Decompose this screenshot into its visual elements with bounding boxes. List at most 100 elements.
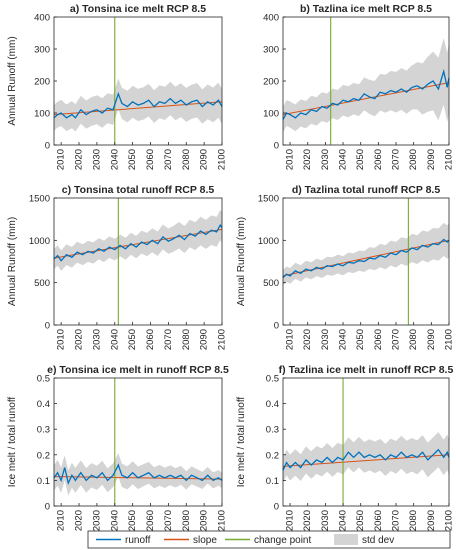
chart-4-title: d) Tazlina total runoff RCP 8.5 (292, 184, 441, 196)
chart-1-xtick-label: 2020 (74, 149, 85, 170)
chart-5-xtick-label: 2060 (145, 510, 156, 531)
legend-std-dev-label: std dev (362, 535, 394, 546)
chart-5-xtick-label: 2040 (109, 510, 120, 531)
chart-2-ytick-label: 100 (263, 109, 279, 120)
chart-3-xtick-label: 2100 (217, 329, 228, 350)
chart-2-ytick-label: 0 (274, 141, 279, 152)
chart-5-title: e) Tonsina ice melt in runoff RCP 8.5 (47, 364, 229, 376)
chart-5-xtick-label: 2070 (163, 510, 174, 531)
chart-3-xtick-label: 2040 (109, 329, 120, 350)
chart-1-xtick-label: 2030 (91, 149, 102, 170)
chart-3-ytick-label: 1500 (29, 194, 50, 205)
chart-5-xtick-label: 2100 (217, 510, 228, 531)
chart-6-xtick-label: 2010 (285, 510, 296, 531)
chart-6-xtick-label: 2030 (320, 510, 331, 531)
chart-4-ytick-label: 0 (274, 321, 279, 332)
chart-6-std-dev-band (283, 432, 449, 483)
chart-2-xtick-label: 2040 (338, 149, 349, 170)
chart-5-xtick-label: 2090 (199, 510, 210, 531)
legend-box (87, 530, 451, 549)
chart-2-xtick-label: 2100 (444, 149, 455, 170)
chart-1-title: a) Tonsina ice melt RCP 8.5 (70, 3, 206, 15)
chart-1-xtick-label: 2070 (163, 149, 174, 170)
legend-change-point-label: change point (254, 535, 311, 546)
chart-1-xtick-label: 2090 (199, 149, 210, 170)
chart-4-xtick-label: 2030 (320, 329, 331, 350)
chart-4-xtick-label: 2010 (285, 329, 296, 350)
chart-3-xtick-label: 2050 (127, 329, 138, 350)
chart-6-xtick-label: 2040 (338, 510, 349, 531)
chart-6-ytick-label: 0 (274, 502, 279, 513)
chart-2-ytick-label: 300 (263, 45, 279, 56)
chart-2: 0 100 200 300 400 2010 2020 2030 2040 2050 2060 207… (263, 3, 454, 170)
chart-6-axes-frame (282, 377, 450, 507)
chart-6-ytick-label: 0.4 (266, 399, 279, 410)
legend-slope-label: slope (193, 535, 217, 546)
chart-6: 0 0.1 0.2 0.3 0.4 0.5 2010 2020 2030 2040 2050 2060… (236, 364, 455, 531)
chart-3-ytick-label: 500 (34, 278, 50, 289)
chart-6-ylabel: Ice melt / total runoff (236, 397, 247, 488)
chart-3-xtick-label: 2010 (56, 329, 67, 350)
chart-6-ytick-label: 0.5 (266, 374, 279, 385)
chart-3: 0 500 1000 1500 2010 2020 2030 2040 2050 2060 2070… (7, 184, 228, 350)
chart-6-xtick-label: 2090 (426, 510, 437, 531)
chart-4-ytick-label: 1500 (258, 194, 279, 205)
chart-4-xtick-label: 2050 (355, 329, 366, 350)
chart-2-xtick-label: 2030 (320, 149, 331, 170)
chart-3-slope-line (53, 228, 223, 259)
chart-6-title: f) Tazlina ice melt in runoff RCP 8.5 (279, 364, 454, 376)
chart-1-runoff-line (53, 91, 223, 119)
chart-4-ylabel: Annual Runoff (mm) (236, 217, 247, 306)
chart-3-xtick-label: 2030 (91, 329, 102, 350)
chart-6-ytick-label: 0.1 (266, 476, 279, 487)
chart-1: 0 100 200 300 400 2010 2020 2030 2040 2050 2060 207… (7, 3, 228, 170)
chart-2-xtick-label: 2070 (391, 149, 402, 170)
chart-4: 0 500 1000 1500 2010 2020 2030 2040 2050 2060 2070… (236, 184, 455, 350)
chart-2-title: b) Tazlina ice melt RCP 8.5 (300, 3, 432, 15)
chart-4-xtick-label: 2080 (408, 329, 419, 350)
chart-2-xtick-label: 2050 (355, 149, 366, 170)
chart-5-ytick-label: 0 (45, 502, 50, 513)
chart-5-ytick-label: 0.1 (37, 476, 50, 487)
chart-6-runoff-line (282, 448, 450, 471)
chart-5-xtick-label: 2010 (56, 510, 67, 531)
chart-4-axes-frame (282, 197, 450, 326)
chart-6-ytick-label: 0.3 (266, 425, 279, 436)
chart-2-xtick-label: 2020 (302, 149, 313, 170)
chart-4-std-dev-band (283, 223, 449, 286)
chart-5-ytick-label: 0.4 (37, 399, 50, 410)
chart-6-xtick-label: 2080 (408, 510, 419, 531)
chart-1-ytick-label: 400 (34, 13, 50, 24)
chart-1-xtick-label: 2080 (181, 149, 192, 170)
chart-5-ytick-label: 0.5 (37, 374, 50, 385)
chart-5-axes-frame (53, 377, 223, 507)
chart-3-xtick-label: 2020 (74, 329, 85, 350)
chart-4-runoff-line (282, 238, 450, 279)
chart-3-axes-frame (53, 197, 223, 326)
chart-6-xtick-label: 2050 (355, 510, 366, 531)
chart-5-std-dev-band (54, 453, 222, 496)
chart-6-xtick-label: 2020 (302, 510, 313, 531)
chart-6-xtick-label: 2100 (444, 510, 455, 531)
chart-1-ytick-label: 300 (34, 45, 50, 56)
chart-4-xtick-label: 2090 (426, 329, 437, 350)
chart-5: 0 0.1 0.2 0.3 0.4 0.5 2010 2020 2030 2040 2050 2060… (7, 364, 229, 531)
chart-2-xtick-label: 2010 (285, 149, 296, 170)
chart-1-xtick-label: 2100 (217, 149, 228, 170)
chart-3-title: c) Tonsina total runoff RCP 8.5 (62, 184, 215, 196)
chart-1-xtick-label: 2010 (56, 149, 67, 170)
chart-4-xtick-label: 2070 (391, 329, 402, 350)
chart-2-runoff-line (282, 68, 450, 120)
chart-2-xtick-label: 2090 (426, 149, 437, 170)
chart-3-ylabel: Annual Runoff (mm) (7, 217, 18, 306)
legend: runoff slope change point std dev (87, 530, 451, 549)
chart-1-ytick-label: 100 (34, 109, 50, 120)
chart-5-runoff-line (53, 463, 223, 485)
chart-5-ytick-label: 0.3 (37, 425, 50, 436)
chart-1-ylabel: Annual Runoff (mm) (7, 36, 18, 125)
chart-2-ytick-label: 200 (263, 77, 279, 88)
chart-3-xtick-label: 2070 (163, 329, 174, 350)
chart-5-ylabel: Ice melt / total runoff (7, 397, 18, 488)
chart-3-xtick-label: 2080 (181, 329, 192, 350)
